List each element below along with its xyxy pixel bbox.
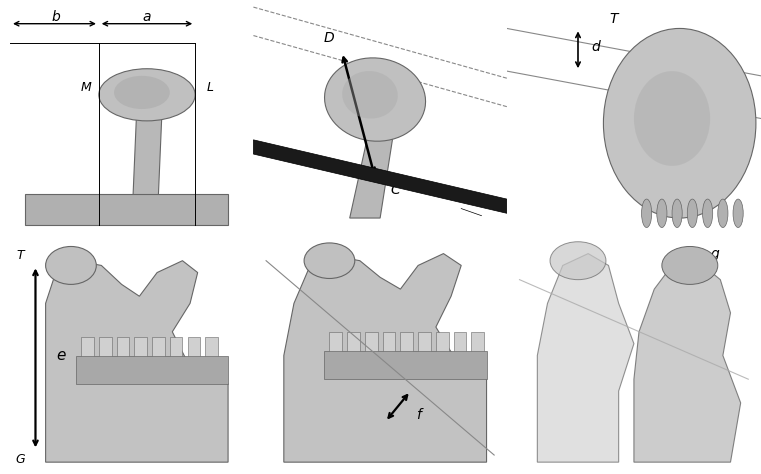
Polygon shape [132,107,162,225]
Text: M: M [81,81,91,94]
Ellipse shape [603,28,756,218]
Bar [436,332,448,351]
Bar [383,332,395,351]
Bar [471,332,484,351]
Bar [400,332,413,351]
Polygon shape [76,356,228,384]
Ellipse shape [642,199,651,228]
Ellipse shape [550,242,606,280]
Text: T: T [17,249,24,263]
Bar [205,337,218,356]
Polygon shape [324,351,486,379]
Bar [81,337,94,356]
Ellipse shape [324,58,425,141]
Polygon shape [350,137,393,218]
Polygon shape [537,254,634,462]
Bar [418,332,431,351]
Bar [454,332,466,351]
Text: a: a [143,9,151,24]
Bar [170,337,183,356]
Polygon shape [284,254,486,462]
Ellipse shape [662,246,718,284]
Text: e: e [56,348,65,363]
Ellipse shape [657,199,667,228]
Ellipse shape [702,199,713,228]
Ellipse shape [304,243,355,279]
Polygon shape [25,194,228,225]
Ellipse shape [634,71,710,166]
Text: L: L [207,81,214,94]
Bar [187,337,200,356]
Ellipse shape [733,199,743,228]
Text: f: f [416,408,421,422]
Text: C: C [390,182,400,197]
Bar [330,332,342,351]
Ellipse shape [114,76,170,109]
Bar [365,332,377,351]
Bar [152,337,164,356]
Text: d: d [591,40,600,55]
Text: T: T [610,12,618,26]
Ellipse shape [46,246,97,284]
Polygon shape [634,261,740,462]
Ellipse shape [672,199,682,228]
Text: b: b [52,9,60,24]
Ellipse shape [99,69,195,121]
Text: g: g [711,246,720,261]
Bar [134,337,147,356]
Bar [99,337,112,356]
Ellipse shape [718,199,728,228]
Polygon shape [253,140,507,213]
Text: D: D [324,31,335,45]
Bar [116,337,129,356]
Polygon shape [46,261,228,462]
Ellipse shape [342,71,398,118]
Ellipse shape [687,199,697,228]
Bar [347,332,360,351]
Text: G: G [15,453,25,466]
